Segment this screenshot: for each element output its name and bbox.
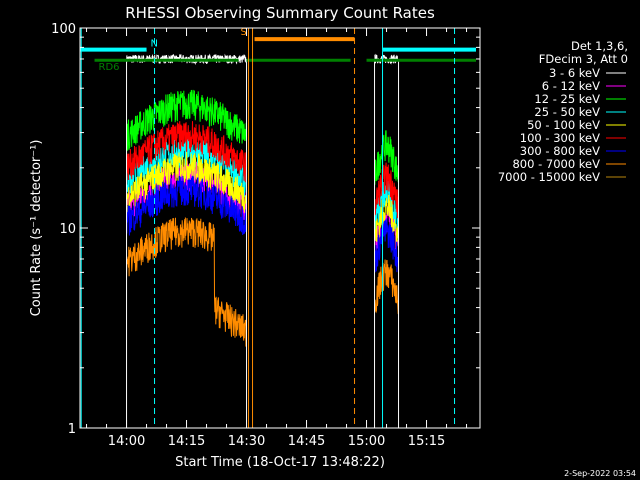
legend-header-0: Det 1,3,6, <box>571 39 628 53</box>
legend-label-2: 12 - 25 keV <box>534 92 600 106</box>
flag-label-RD6: RD6 <box>99 62 120 73</box>
series-line-2-seg-1 <box>374 130 399 185</box>
y-axis-label: Count Rate (s⁻¹ detector⁻¹) <box>29 140 44 317</box>
x-axis-label: Start Time (18-Oct-17 13:48:22) <box>175 455 385 470</box>
x-axis: 14:00 14:15 14:30 14:45 15:00 15:15 <box>86 28 468 449</box>
series-line-5-seg-1 <box>374 162 399 219</box>
series-line-7-seg-1 <box>374 259 399 315</box>
x-tick-label-4: 15:00 <box>348 434 385 449</box>
y-tick-label-1: 10 <box>59 222 76 237</box>
legend-header-1: FDecim 3, Att 0 <box>539 52 628 66</box>
y-tick-label-0: 1 <box>68 422 76 437</box>
series-line-7-seg-0 <box>126 217 247 347</box>
series-line-4-seg-1 <box>374 194 399 248</box>
series-line-5-seg-0 <box>126 121 247 183</box>
chart-title: RHESSI Observing Summary Count Rates <box>125 4 435 22</box>
y-tick-label-2: 100 <box>51 22 76 37</box>
legend-label-5: 100 - 300 keV <box>520 131 600 145</box>
legend-label-3: 25 - 50 keV <box>534 105 600 119</box>
y-axis: 1 10 100 <box>51 22 480 437</box>
x-tick-label-0: 14:00 <box>108 434 145 449</box>
flag-label-S: S <box>241 27 247 38</box>
plot-frame <box>79 27 481 429</box>
legend-label-0: 3 - 6 keV <box>549 66 600 80</box>
legend-label-4: 50 - 100 keV <box>527 118 600 132</box>
series-line-2-seg-0 <box>126 89 247 151</box>
x-tick-label-1: 14:15 <box>168 434 205 449</box>
flag-label-N: N <box>151 39 158 50</box>
x-tick-label-2: 14:30 <box>228 434 265 449</box>
legend-label-8: 7000 - 15000 keV <box>498 170 600 184</box>
plot-area <box>126 53 400 428</box>
legend-label-7: 800 - 7000 keV <box>512 157 600 171</box>
series-line-4-seg-0 <box>126 151 247 213</box>
flag-bars: N RD6 S <box>80 27 476 428</box>
x-tick-label-5: 15:15 <box>408 434 445 449</box>
series-line-6-seg-0 <box>126 175 247 236</box>
legend-label-6: 300 - 800 keV <box>520 144 600 158</box>
x-tick-label-3: 14:45 <box>288 434 325 449</box>
legend-label-1: 6 - 12 keV <box>542 79 600 93</box>
series-line-6-seg-1 <box>374 218 399 273</box>
timestamp: 2-Sep-2022 03:54 <box>564 469 636 478</box>
